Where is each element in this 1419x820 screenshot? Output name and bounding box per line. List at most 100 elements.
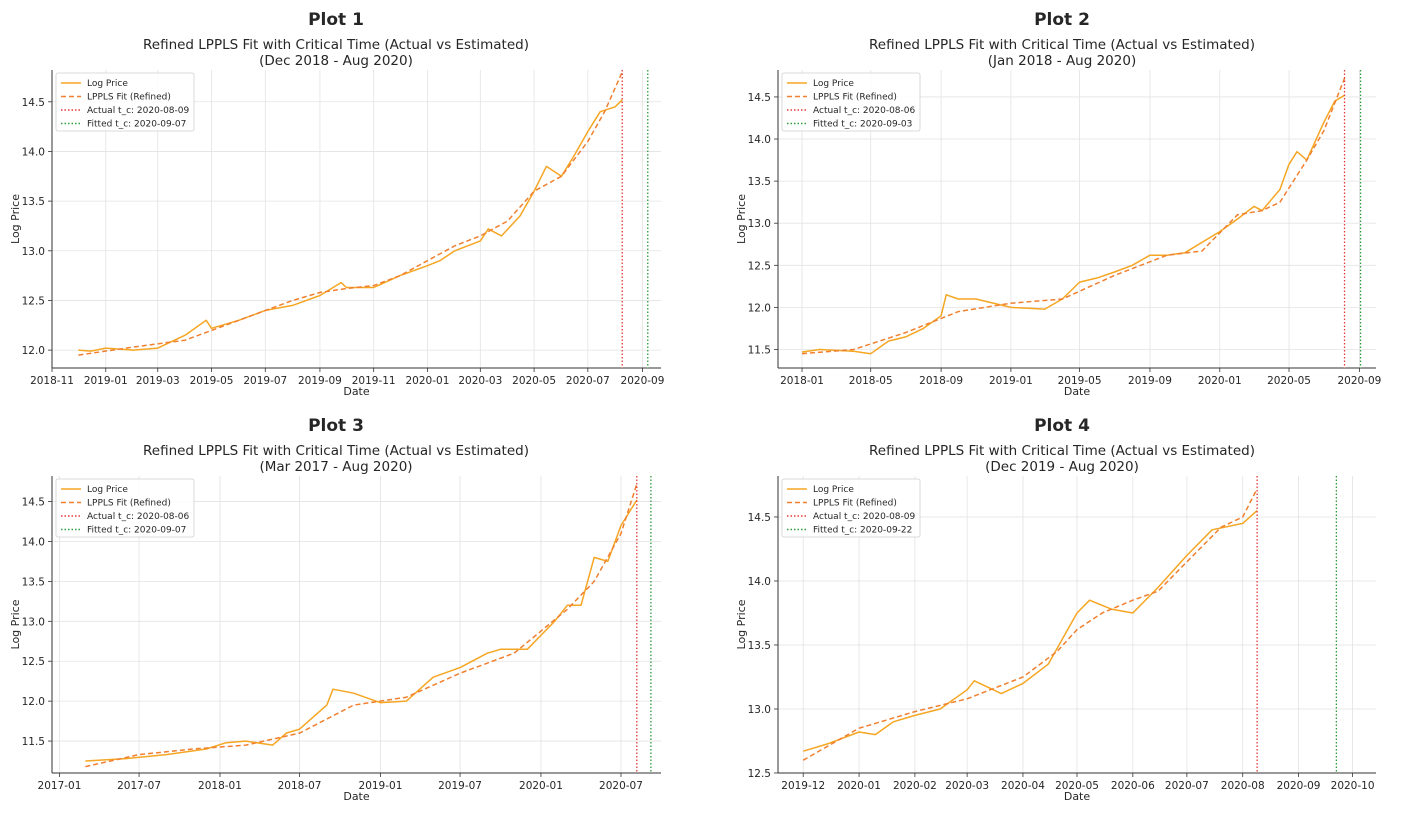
legend-entry-fitted-tc: Fitted t_c: 2020-09-07 [87,526,186,536]
x-tick-label: 2019-01 [989,375,1033,387]
x-tick-label: 2020-07 [1165,780,1209,792]
legend-entry-actual-tc: Actual t_c: 2020-08-09 [87,106,190,116]
log-price-line [802,510,1258,752]
x-tick-label: 2020-01 [837,780,881,792]
x-tick-label: 2020-03 [945,780,989,792]
legend-box [781,478,921,538]
chart-subtitle: (Dec 2018 - Aug 2020) [259,53,413,69]
grid [778,70,1376,368]
x-tick-label: 2020-05 [1055,780,1099,792]
chart-panel-4: Plot 4 Refined LPPLS Fit with Critical Ti… [735,416,1376,803]
y-tick-label: 11.5 [22,736,45,748]
x-tick-label: 2020-05 [1267,375,1311,387]
y-tick-label: 14.0 [22,146,45,158]
legend: Log Price LPPLS Fit (Refined) Actual t_c: … [55,72,195,132]
legend-box [55,478,195,538]
legend-entry-log-price: Log Price [813,485,854,495]
y-tick-label: 12.5 [748,260,771,272]
x-tick-label: 2017-07 [117,780,161,792]
y-tick-label: 12.5 [22,656,45,668]
y-tick-label: 14.5 [748,512,771,524]
legend-entry-lppls-fit: LPPLS Fit (Refined) [813,93,897,103]
panel-title: Plot 3 [308,416,364,436]
x-axis-label: Date [343,790,370,803]
chart-title: Refined LPPLS Fit with Critical Time (Ac… [869,443,1255,459]
x-axis-label: Date [1064,385,1091,398]
y-tick-label: 13.5 [748,176,771,188]
y-tick-label: 12.0 [748,302,771,314]
x-tick-label: 2018-01 [780,375,824,387]
lppls-fit-line [78,71,623,356]
legend-entry-actual-tc: Actual t_c: 2020-08-09 [813,512,916,522]
legend-entry-log-price: Log Price [87,485,128,495]
legend: Log Price LPPLS Fit (Refined) Actual t_c: … [55,478,195,538]
y-tick-label: 12.0 [22,696,45,708]
y-tick-label: 11.5 [748,344,771,356]
chart-panel-1: Plot 1 Refined LPPLS Fit with Critical Ti… [9,10,664,398]
x-tick-label: 2018-09 [919,375,963,387]
y-tick-label: 12.0 [22,345,45,357]
legend-box [55,72,195,132]
chart-title: Refined LPPLS Fit with Critical Time (Ac… [869,37,1255,53]
y-tick-label: 13.5 [748,640,771,652]
x-tick-label: 2020-05 [512,375,556,387]
chart-subtitle: (Dec 2019 - Aug 2020) [985,459,1139,475]
x-tick-label: 2020-01 [1198,375,1242,387]
y-axis-label: Log Price [735,194,748,244]
y-tick-label: 14.5 [22,497,45,509]
log-price-line [78,99,623,352]
chart-subtitle: (Jan 2018 - Aug 2020) [988,53,1136,69]
legend-entry-fitted-tc: Fitted t_c: 2020-09-03 [813,120,912,130]
x-tick-label: 2018-07 [278,780,322,792]
y-tick-label: 12.5 [748,768,771,780]
y-tick-label: 14.5 [22,97,45,109]
y-tick-label: 14.0 [22,536,45,548]
panel-title: Plot 1 [308,10,364,30]
chart-title: Refined LPPLS Fit with Critical Time (Ac… [143,443,529,459]
chart-panel-2: Plot 2 Refined LPPLS Fit with Critical Ti… [735,10,1381,398]
y-tick-label: 14.0 [748,576,771,588]
x-tick-label: 2020-09 [1337,375,1381,387]
x-tick-label: 2019-03 [136,375,180,387]
x-tick-label: 2020-06 [1111,780,1155,792]
x-axis-label: Date [1064,790,1091,803]
legend-entry-lppls-fit: LPPLS Fit (Refined) [87,93,171,103]
x-tick-label: 2020-03 [458,375,502,387]
x-tick-label: 2020-04 [1001,780,1045,792]
x-tick-label: 2018-01 [198,780,242,792]
panel-title: Plot 2 [1034,10,1090,30]
y-tick-label: 13.5 [22,196,45,208]
x-tick-label: 2020-02 [893,780,937,792]
legend-entry-lppls-fit: LPPLS Fit (Refined) [813,499,897,509]
x-tick-label: 2017-01 [38,780,82,792]
legend: Log Price LPPLS Fit (Refined) Actual t_c: … [781,478,921,538]
panel-title: Plot 4 [1034,416,1090,436]
y-tick-label: 12.5 [22,295,45,307]
x-tick-label: 2020-10 [1331,780,1375,792]
grid [52,476,661,773]
x-tick-label: 2020-07 [599,780,643,792]
x-tick-label: 2019-01 [84,375,128,387]
x-tick-label: 2019-09 [1128,375,1172,387]
y-tick-label: 13.0 [748,704,771,716]
x-tick-label: 2019-05 [190,375,234,387]
x-tick-label: 2020-09 [621,375,665,387]
legend-entry-log-price: Log Price [813,79,854,89]
y-tick-label: 13.0 [22,246,45,258]
x-tick-label: 2019-11 [352,375,396,387]
x-axis-label: Date [343,385,370,398]
x-tick-label: 2018-05 [849,375,893,387]
x-tick-label: 2018-11 [30,375,74,387]
chart-title: Refined LPPLS Fit with Critical Time (Ac… [143,37,529,53]
x-tick-label: 2020-01 [406,375,450,387]
lppls-fit-line [85,483,638,768]
grid [51,70,661,368]
chart-panel-3: Plot 3 Refined LPPLS Fit with Critical Ti… [9,416,661,803]
y-tick-label: 13.0 [22,616,45,628]
grid [778,476,1376,774]
log-price-line [801,94,1345,355]
x-tick-label: 2019-05 [1058,375,1102,387]
x-tick-label: 2020-09 [1277,780,1321,792]
legend-entry-fitted-tc: Fitted t_c: 2020-09-22 [813,526,912,536]
